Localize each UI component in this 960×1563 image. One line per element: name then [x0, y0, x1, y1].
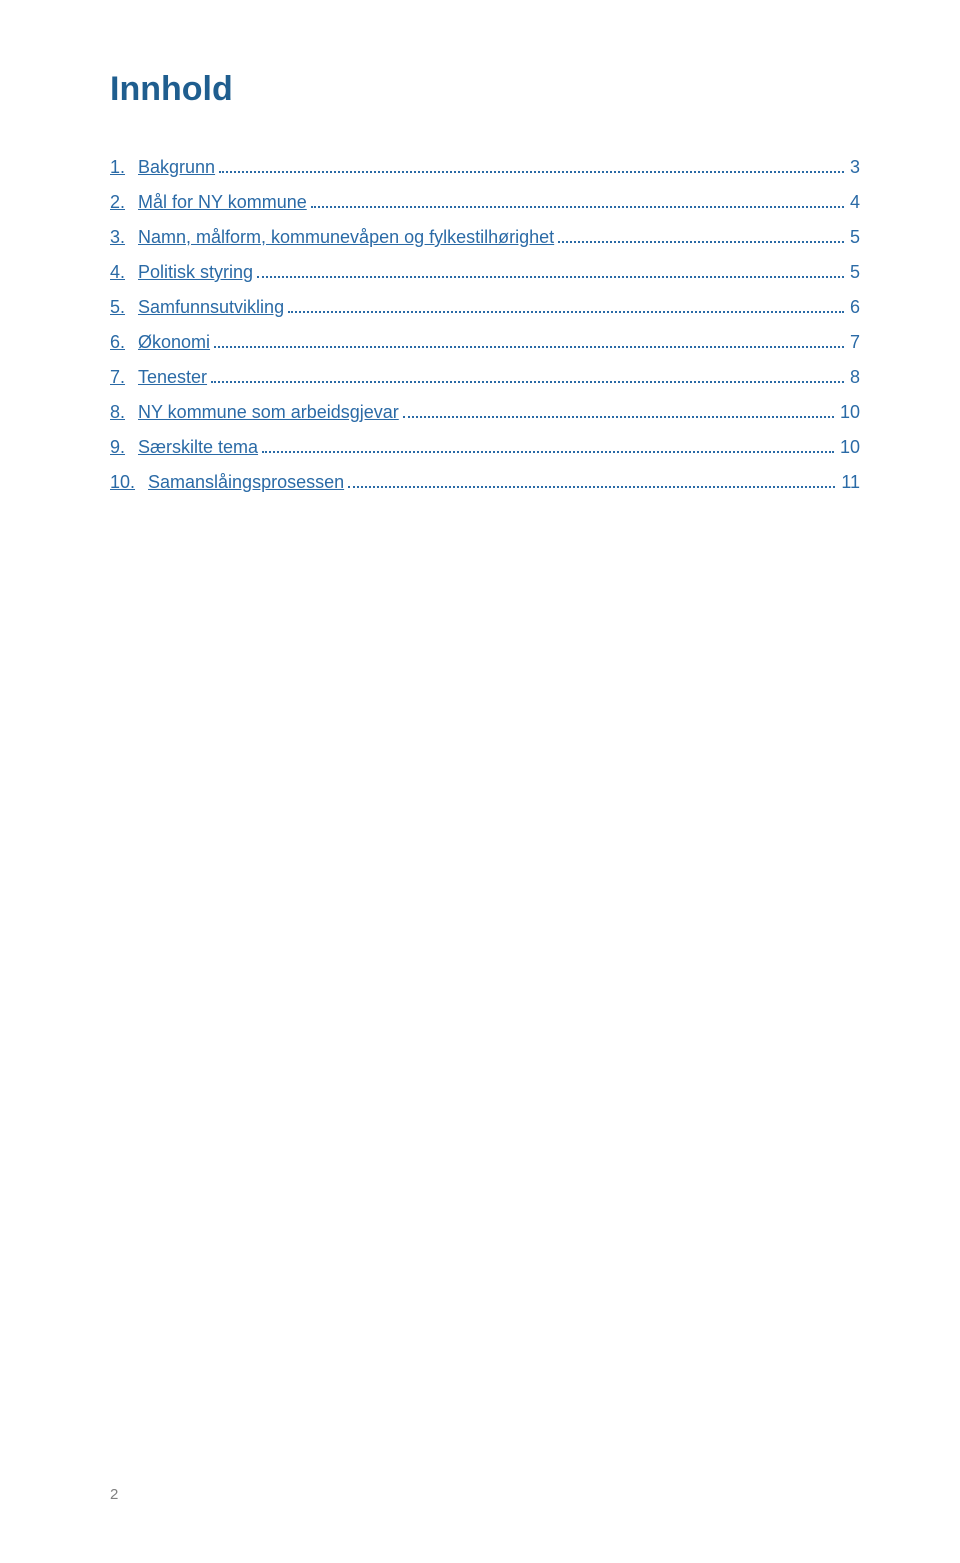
table-of-contents: 1.Bakgrunn 3 2.Mål for NY kommune 4 3.Namn, … [110, 157, 860, 493]
toc-entry-page: 10 [840, 402, 860, 423]
toc-entry[interactable]: 10.Samanslåingsprosessen 11 [110, 472, 860, 493]
toc-entry-label: Samfunnsutvikling [138, 297, 284, 318]
toc-entry[interactable]: 4.Politisk styring 5 [110, 262, 860, 283]
toc-leader-dots [214, 346, 844, 348]
toc-entry-page: 7 [850, 332, 860, 353]
toc-leader-dots [311, 206, 844, 208]
toc-entry-label: Samanslåingsprosessen [148, 472, 344, 493]
toc-entry-page: 8 [850, 367, 860, 388]
toc-leader-dots [257, 276, 844, 278]
toc-entry-number: 9. [110, 437, 138, 458]
toc-entry-number: 2. [110, 192, 138, 213]
toc-entry-label: Tenester [138, 367, 207, 388]
footer-page-number: 2 [110, 1486, 118, 1503]
toc-leader-dots [403, 416, 834, 418]
toc-entry-number: 6. [110, 332, 138, 353]
toc-entry-number: 8. [110, 402, 138, 423]
toc-leader-dots [219, 171, 844, 173]
toc-entry[interactable]: 8.NY kommune som arbeidsgjevar 10 [110, 402, 860, 423]
toc-entry-page: 5 [850, 262, 860, 283]
toc-leader-dots [262, 451, 834, 453]
toc-entry-label: Økonomi [138, 332, 210, 353]
toc-entry-page: 6 [850, 297, 860, 318]
toc-leader-dots [348, 486, 835, 488]
toc-entry-number: 1. [110, 157, 138, 178]
toc-entry-label: Særskilte tema [138, 437, 258, 458]
toc-entry-label: Namn, målform, kommunevåpen og fylkestil… [138, 227, 554, 248]
toc-entry-label: Mål for NY kommune [138, 192, 307, 213]
toc-entry[interactable]: 1.Bakgrunn 3 [110, 157, 860, 178]
toc-entry-number: 7. [110, 367, 138, 388]
toc-entry-page: 10 [840, 437, 860, 458]
toc-entry-label: Bakgrunn [138, 157, 215, 178]
toc-entry-number: 4. [110, 262, 138, 283]
toc-entry[interactable]: 9.Særskilte tema 10 [110, 437, 860, 458]
toc-entry[interactable]: 2.Mål for NY kommune 4 [110, 192, 860, 213]
toc-entry[interactable]: 3.Namn, målform, kommunevåpen og fylkest… [110, 227, 860, 248]
toc-entry[interactable]: 7.Tenester 8 [110, 367, 860, 388]
toc-leader-dots [211, 381, 844, 383]
toc-entry-number: 5. [110, 297, 138, 318]
toc-entry-label: Politisk styring [138, 262, 253, 283]
toc-entry-number: 10. [110, 472, 148, 493]
toc-entry[interactable]: 5.Samfunnsutvikling 6 [110, 297, 860, 318]
toc-entry-page: 3 [850, 157, 860, 178]
toc-entry-number: 3. [110, 227, 138, 248]
toc-leader-dots [558, 241, 844, 243]
toc-leader-dots [288, 311, 844, 313]
toc-entry-label: NY kommune som arbeidsgjevar [138, 402, 399, 423]
toc-entry-page: 5 [850, 227, 860, 248]
toc-entry[interactable]: 6.Økonomi 7 [110, 332, 860, 353]
toc-entry-page: 11 [841, 472, 860, 493]
toc-entry-page: 4 [850, 192, 860, 213]
page-title: Innhold [110, 70, 860, 109]
